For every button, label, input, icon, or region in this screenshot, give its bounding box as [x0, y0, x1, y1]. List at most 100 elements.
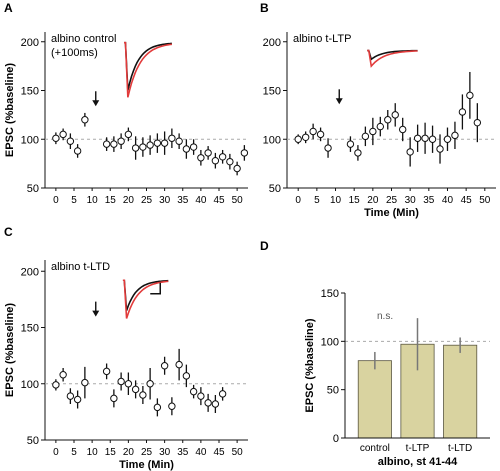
x-tick-label: 20: [367, 195, 379, 206]
data-point: [146, 380, 154, 388]
x-tick-label: 25: [141, 447, 153, 458]
data-point: [59, 130, 67, 139]
data-point: [301, 133, 310, 142]
data-point: [316, 130, 325, 139]
data-point: [175, 137, 183, 145]
x-tick-label: 10: [87, 195, 99, 206]
data-point: [139, 391, 147, 399]
data-point: [369, 127, 377, 136]
x-tick-label: 35: [177, 195, 189, 206]
data-point: [294, 135, 302, 143]
y-tick-label: 200: [21, 266, 39, 278]
panel-label-c: C: [4, 225, 13, 239]
x-tick-label: 10: [330, 195, 342, 206]
y-tick-label: 100: [263, 134, 281, 146]
data-point: [406, 148, 414, 156]
data-point: [102, 140, 111, 148]
x-tick-label: 5: [71, 195, 77, 206]
data-point: [218, 153, 227, 161]
data-point: [168, 134, 176, 142]
data-point: [153, 139, 162, 147]
x-tick-label: 40: [442, 195, 454, 206]
epsc-trace-post: [122, 279, 169, 319]
x-tick-label: 0: [53, 195, 59, 206]
data-point: [139, 143, 147, 151]
data-point: [197, 392, 205, 400]
data-point: [52, 134, 60, 142]
y-tick-label: 0: [333, 433, 339, 445]
data-point: [197, 154, 205, 162]
x-tick-label: 35: [423, 195, 435, 206]
data-point: [211, 400, 220, 408]
y-axis-label: EPSC (%baseline): [4, 63, 16, 157]
data-point: [66, 392, 75, 400]
y-tick-label: 150: [263, 86, 281, 98]
y-tick-label: 50: [269, 183, 281, 195]
panel-c: 50 100 150 200 0 5 10 15 20 25 30 35 40 45 50 EPSC (%ba…: [4, 260, 248, 471]
y-tick-label: 50: [27, 435, 39, 447]
x-tick-label: 15: [349, 195, 361, 206]
x-tick-label: 10: [87, 447, 99, 458]
data-point: [117, 137, 125, 145]
panel-annotation: albino control: [51, 33, 116, 45]
data-point: [160, 362, 169, 370]
data-point: [146, 141, 154, 149]
x-tick-label: 5: [71, 447, 77, 458]
x-tick-label: 45: [213, 447, 225, 458]
data-point: [451, 131, 459, 140]
x-tick-label: 20: [123, 447, 135, 458]
data-point: [81, 116, 89, 124]
panel-d: control t-LTP t-LTD 0 50 100 150 EPSC (%baselin…: [304, 288, 490, 468]
x-tick-label: t-LTD: [448, 443, 472, 454]
data-point: [354, 149, 362, 157]
data-point: [117, 377, 125, 386]
x-tick-label: control: [360, 443, 390, 454]
data-point: [309, 127, 317, 136]
data-point: [182, 372, 191, 380]
data-point: [131, 385, 140, 394]
data-point: [153, 403, 162, 412]
y-tick-label: 100: [21, 379, 39, 391]
data-point: [473, 118, 482, 127]
data-point: [102, 367, 111, 376]
data-point: [211, 157, 220, 165]
data-point: [73, 395, 82, 404]
y-tick-label: 200: [21, 37, 39, 49]
bar: [443, 344, 478, 439]
x-tick-label: 40: [195, 447, 207, 458]
x-tick-label: 45: [213, 195, 225, 206]
stimulus-arrow-head: [92, 100, 100, 107]
x-tick-label: 50: [232, 447, 244, 458]
data-point: [428, 135, 437, 143]
x-axis-label: Time (Min): [364, 207, 419, 219]
data-point: [59, 371, 67, 379]
panel-annotation: (+100ms): [51, 47, 98, 59]
data-point: [413, 134, 422, 142]
x-tick-label: 5: [314, 195, 320, 206]
data-point: [398, 125, 407, 134]
x-tick-label: 0: [295, 195, 301, 206]
x-tick-label: 20: [123, 195, 135, 206]
data-point: [384, 116, 392, 124]
bar: [357, 360, 392, 439]
data-point: [376, 122, 385, 131]
data-point: [52, 381, 60, 389]
panel-label-d: D: [260, 239, 269, 253]
y-axis-label: EPSC (%baseline): [4, 303, 16, 397]
y-tick-label: 100: [321, 336, 339, 348]
epsc-trace-post: [367, 49, 418, 68]
x-tick-label: 15: [105, 447, 117, 458]
data-point: [160, 139, 169, 147]
panel-a: 50 100 150 200 0 5 10 15 20 25 30 35 40 45 50 EPSC (%ba…: [4, 32, 249, 206]
data-point: [110, 394, 118, 403]
data-point: [182, 145, 191, 153]
data-point: [81, 378, 89, 387]
data-point: [204, 149, 212, 157]
data-point: [443, 135, 452, 143]
data-point: [110, 140, 118, 148]
x-tick-label: 30: [405, 195, 417, 206]
x-tick-label: 50: [232, 195, 244, 206]
y-tick-label: 150: [21, 323, 39, 335]
scale-bar: [150, 282, 161, 295]
